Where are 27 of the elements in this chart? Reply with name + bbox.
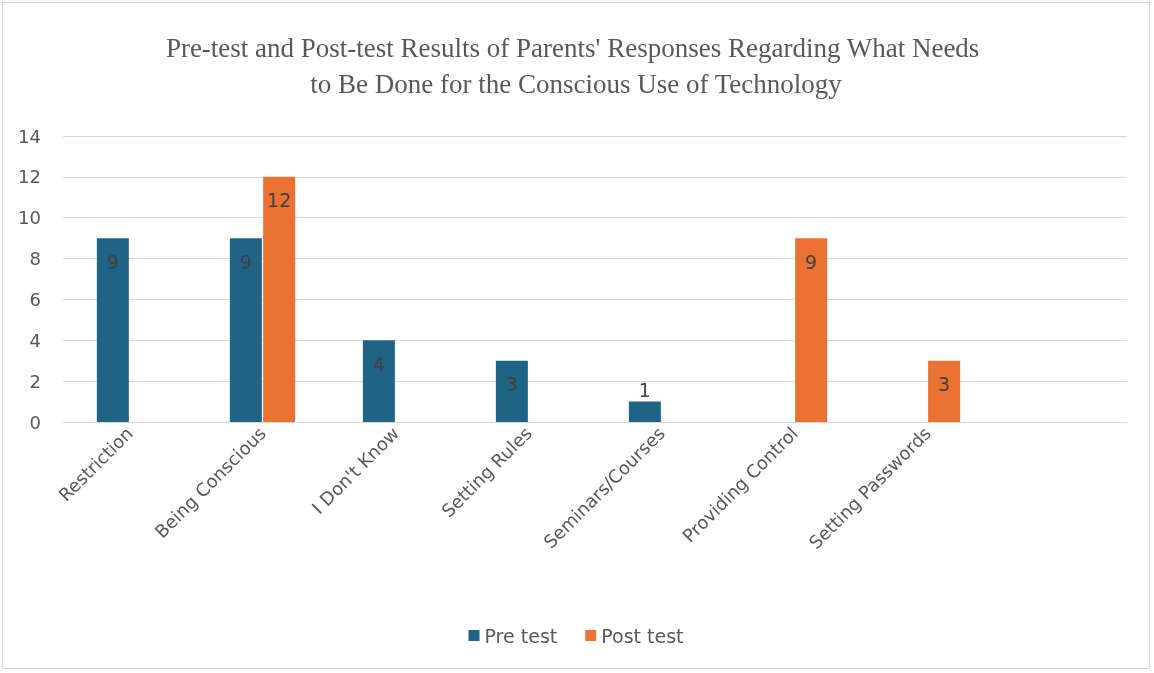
data-label: 4 <box>372 352 385 375</box>
legend-label: Post test <box>601 624 684 647</box>
bar <box>928 360 961 422</box>
data-label: 9 <box>239 250 252 273</box>
y-tick-label: 6 <box>29 288 41 310</box>
data-label: 9 <box>805 250 818 273</box>
data-label: 1 <box>638 379 651 402</box>
bar <box>495 360 528 422</box>
bar <box>229 238 262 422</box>
y-tick-label: 12 <box>18 166 41 188</box>
data-label: 9 <box>106 250 119 273</box>
y-tick-label: 4 <box>29 329 41 351</box>
y-tick-label: 0 <box>29 411 41 433</box>
chart-title: Pre-test and Post-test Results of Parents' Responses Regarding What Needs to Be Done for the Conscious Use of Technology <box>165 33 987 99</box>
bar <box>96 238 129 422</box>
y-tick-label: 14 <box>18 125 41 147</box>
data-label: 3 <box>938 373 951 396</box>
bar <box>362 340 395 422</box>
y-tick-label: 10 <box>18 207 41 229</box>
data-label: 12 <box>267 189 292 212</box>
y-tick-label: 8 <box>29 248 41 270</box>
bar <box>263 176 296 422</box>
y-tick-label: 2 <box>29 370 41 392</box>
bar <box>795 238 828 422</box>
legend-label: Pre test <box>484 624 558 647</box>
data-label: 3 <box>505 373 518 396</box>
bar <box>628 401 661 422</box>
